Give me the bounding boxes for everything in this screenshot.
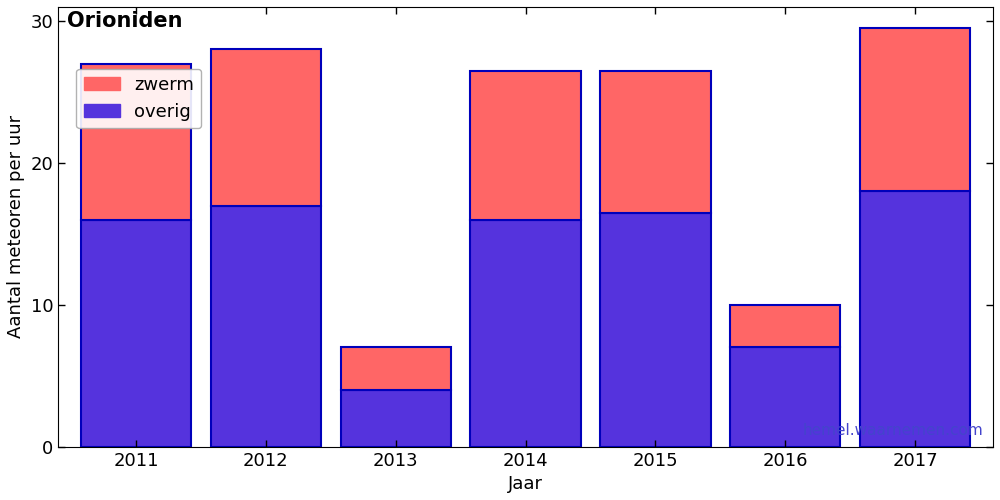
- Bar: [211, 50, 321, 205]
- Legend: zwerm, overig: zwerm, overig: [76, 68, 201, 128]
- Bar: [81, 220, 191, 446]
- Bar: [81, 64, 191, 220]
- X-axis label: Jaar: Jaar: [508, 475, 543, 493]
- Bar: [730, 305, 840, 348]
- Bar: [600, 212, 711, 446]
- Bar: [470, 220, 581, 446]
- Text: Orioniden: Orioniden: [67, 12, 183, 32]
- Bar: [730, 348, 840, 446]
- Bar: [341, 390, 451, 446]
- Bar: [860, 192, 970, 446]
- Bar: [860, 28, 970, 192]
- Y-axis label: Aantal meteoren per uur: Aantal meteoren per uur: [7, 115, 25, 338]
- Text: hemel.waarnemen.com: hemel.waarnemen.com: [803, 423, 984, 438]
- Bar: [341, 348, 451, 390]
- Bar: [470, 71, 581, 220]
- Bar: [600, 71, 711, 213]
- Bar: [211, 206, 321, 446]
